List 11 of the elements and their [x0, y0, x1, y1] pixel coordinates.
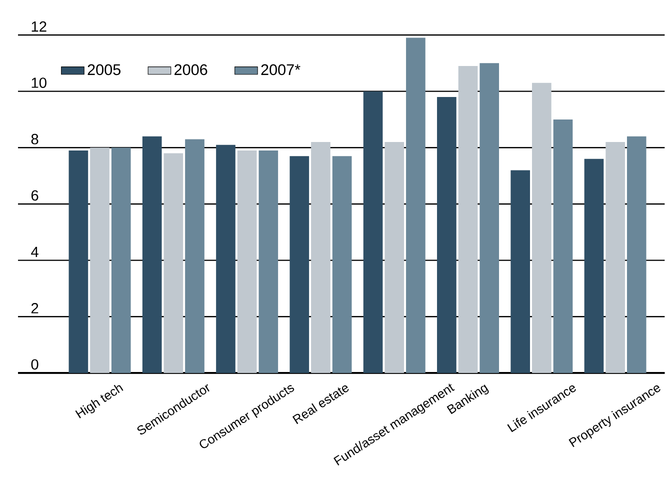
- x-tick-label: High tech: [75, 384, 124, 418]
- y-tick-label: 12: [32, 21, 46, 32]
- y-tick-label: 10: [32, 78, 46, 88]
- y-tick-label: 4: [31, 246, 38, 257]
- legend-label: 2007*: [261, 64, 300, 76]
- y-tick-label: 6: [31, 190, 38, 201]
- legend-label: 2005: [88, 64, 120, 76]
- legend-label: 2006: [174, 64, 208, 76]
- y-tick-label: 2: [31, 303, 38, 314]
- y-tick-label: 8: [31, 134, 38, 144]
- y-tick-label: 0: [31, 359, 38, 370]
